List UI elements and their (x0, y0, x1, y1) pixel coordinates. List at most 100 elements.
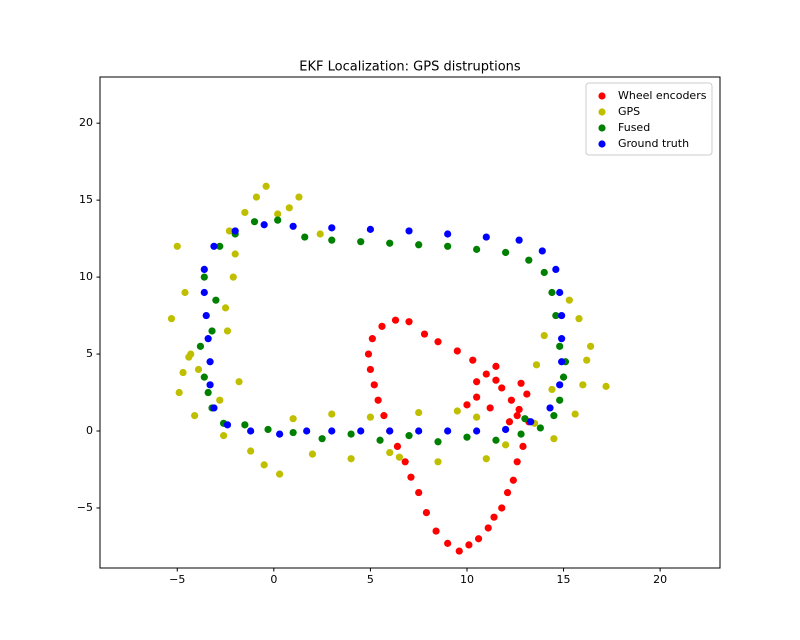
point (507, 396, 516, 404)
x-tick-label: 0 (270, 573, 277, 586)
x-tick-label: −5 (169, 573, 185, 586)
point (220, 432, 228, 440)
point (173, 242, 181, 250)
point (509, 476, 517, 484)
point (527, 418, 535, 426)
point (405, 227, 413, 235)
point (204, 388, 212, 397)
point (241, 208, 249, 217)
point (260, 461, 268, 469)
point (274, 216, 282, 224)
point (223, 327, 232, 335)
chart-title: EKF Localization: GPS distruptions (299, 60, 521, 75)
point (328, 410, 336, 418)
point (469, 356, 477, 364)
point (422, 508, 431, 517)
point (308, 450, 317, 458)
point (328, 236, 336, 244)
point (407, 473, 415, 481)
point (583, 356, 591, 364)
point (444, 539, 452, 547)
point (552, 265, 560, 273)
point (223, 421, 232, 429)
point (484, 524, 492, 532)
point (513, 412, 521, 420)
point (548, 385, 556, 394)
x-tick-label: 15 (557, 573, 571, 586)
point (579, 381, 587, 389)
point (473, 378, 481, 386)
point (328, 427, 336, 435)
legend-marker (598, 92, 606, 100)
point (515, 405, 523, 414)
point (202, 311, 210, 320)
point (444, 242, 452, 250)
y-tick-label: 15 (79, 193, 93, 206)
point (200, 265, 208, 273)
point (206, 358, 214, 366)
point (473, 393, 481, 401)
point (200, 273, 208, 281)
point (370, 381, 378, 389)
point (225, 227, 234, 235)
point (179, 368, 187, 377)
point (482, 233, 490, 241)
point (204, 335, 212, 343)
point (444, 230, 452, 238)
point (434, 338, 442, 346)
y-tick-label: 20 (79, 116, 93, 129)
point (200, 288, 208, 297)
point (502, 248, 510, 257)
point (486, 404, 494, 412)
point (167, 315, 176, 323)
point (517, 430, 525, 438)
point (473, 413, 481, 421)
point (252, 193, 261, 201)
point (260, 221, 268, 229)
point (498, 504, 506, 512)
x-tick-label: 5 (367, 573, 374, 586)
point (357, 427, 365, 435)
point (558, 335, 566, 343)
point (556, 288, 564, 297)
legend: Wheel encoders GPS Fused Ground truth (585, 82, 713, 156)
point (210, 242, 218, 250)
point (482, 370, 490, 378)
legend-box (585, 82, 713, 156)
point (196, 342, 205, 350)
point (175, 388, 183, 397)
point (250, 218, 259, 226)
legend-label: Fused (618, 121, 650, 134)
point (556, 342, 564, 350)
point (550, 412, 558, 420)
point (432, 527, 440, 535)
point (525, 256, 533, 264)
point (415, 241, 423, 249)
point (200, 373, 208, 381)
point (415, 488, 423, 497)
point (386, 448, 394, 457)
point (532, 361, 541, 369)
point (498, 384, 506, 392)
point (289, 428, 297, 437)
point (247, 427, 255, 435)
point (453, 347, 461, 355)
point (515, 236, 523, 244)
point (216, 396, 224, 404)
point (546, 404, 554, 412)
point (473, 245, 481, 253)
point (556, 381, 564, 389)
point (274, 210, 282, 218)
point (231, 227, 239, 235)
axes-frame (99, 76, 721, 569)
point (301, 233, 309, 241)
point (328, 224, 336, 232)
point (393, 442, 402, 451)
point (548, 288, 556, 297)
point (386, 427, 394, 435)
point (523, 390, 531, 398)
y-tick-label: 10 (79, 270, 93, 283)
x-tick-label: 20 (653, 573, 667, 586)
point (502, 441, 510, 449)
